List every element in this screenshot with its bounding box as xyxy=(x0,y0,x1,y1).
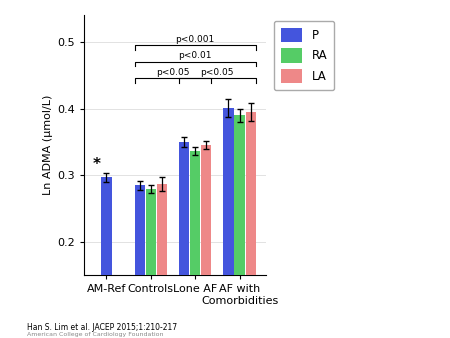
Text: p<0.001: p<0.001 xyxy=(176,35,215,44)
Text: p<0.01: p<0.01 xyxy=(178,51,212,61)
Bar xyxy=(246,112,256,338)
Bar xyxy=(157,184,167,338)
Text: *: * xyxy=(93,157,101,172)
Bar xyxy=(223,108,234,338)
Bar xyxy=(179,142,189,338)
Text: American College of Cardiology Foundation: American College of Cardiology Foundatio… xyxy=(27,332,163,337)
Bar xyxy=(201,145,212,338)
Bar xyxy=(234,115,245,338)
Text: p<0.05: p<0.05 xyxy=(201,68,234,77)
Bar xyxy=(146,189,156,338)
Legend: P, RA, LA: P, RA, LA xyxy=(274,21,334,90)
Y-axis label: Ln ADMA (μmol/L): Ln ADMA (μmol/L) xyxy=(43,95,54,195)
Text: Han S. Lim et al. JACEP 2015;1:210-217: Han S. Lim et al. JACEP 2015;1:210-217 xyxy=(27,322,177,332)
Bar xyxy=(135,185,145,338)
Bar xyxy=(190,151,200,338)
Bar xyxy=(101,177,112,338)
Text: p<0.05: p<0.05 xyxy=(156,68,190,77)
